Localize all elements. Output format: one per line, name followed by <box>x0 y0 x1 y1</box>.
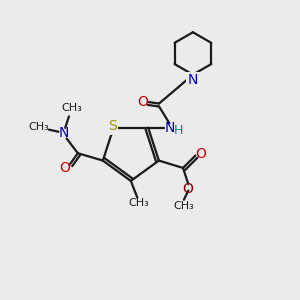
Text: O: O <box>137 95 148 109</box>
Text: O: O <box>195 147 206 161</box>
Text: S: S <box>108 119 116 133</box>
Text: CH₃: CH₃ <box>28 122 49 132</box>
Text: N: N <box>188 73 198 87</box>
Text: CH₃: CH₃ <box>173 201 194 211</box>
Text: CH₃: CH₃ <box>128 198 149 208</box>
Text: H: H <box>174 124 184 136</box>
Text: CH₃: CH₃ <box>61 103 82 113</box>
Text: O: O <box>182 182 193 197</box>
Text: O: O <box>59 161 70 175</box>
Text: N: N <box>164 121 175 135</box>
Text: N: N <box>58 126 69 140</box>
